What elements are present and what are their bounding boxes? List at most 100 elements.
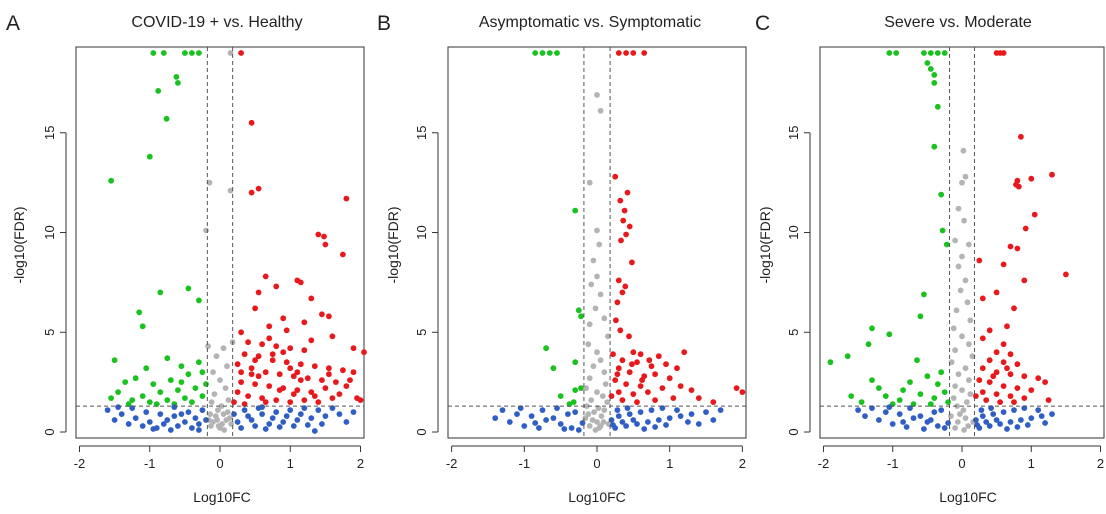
x-tick-label: -2 (74, 456, 86, 471)
data-point-ns_fc (1024, 422, 1031, 428)
y-tick-label: 10 (42, 225, 57, 239)
data-point-up (612, 377, 619, 383)
data-point-up (695, 395, 702, 401)
data-point-ns (597, 357, 604, 364)
data-point-up (610, 351, 616, 358)
data-point-ns_fc (248, 417, 255, 423)
data-point-ns_fc (876, 417, 882, 423)
data-point-up (276, 387, 283, 393)
data-point-down (844, 353, 851, 360)
data-point-ns_fc (934, 423, 941, 429)
data-point-ns (597, 291, 604, 298)
y-tick-label: 5 (786, 329, 801, 336)
data-point-ns (967, 317, 974, 324)
data-point-up (266, 323, 273, 330)
data-point-ns_fc (703, 409, 709, 415)
panel-a: A COVID-19 + vs. Healthy -log10(FDR) Log… (6, 12, 367, 505)
data-point-ns_fc (143, 409, 150, 415)
data-point-ns (594, 92, 600, 98)
data-point-ns (586, 321, 593, 328)
data-point-up (252, 305, 258, 312)
data-point-ns_fc (910, 415, 917, 421)
data-point-up (304, 375, 311, 382)
data-point-ns (225, 397, 232, 403)
data-point-up (997, 399, 1003, 405)
data-point-ns_fc (550, 415, 557, 421)
data-point-ns_fc (269, 415, 276, 421)
data-point-ns (206, 179, 213, 186)
data-point-up (645, 389, 651, 395)
data-point-down (196, 297, 202, 304)
data-point-ns (966, 241, 972, 248)
data-point-down (150, 381, 157, 387)
data-point-ns (594, 419, 600, 425)
data-point-up (976, 257, 983, 264)
data-point-ns_fc (973, 417, 979, 423)
x-tick-label: -2 (446, 456, 458, 471)
data-point-up (1018, 133, 1024, 140)
data-point-ns_fc (695, 421, 702, 427)
data-point-ns_fc (862, 413, 868, 419)
data-point-ns_fc (997, 421, 1003, 427)
data-point-ns_fc (192, 415, 199, 421)
data-point-down (907, 379, 913, 385)
data-point-ns (597, 423, 604, 429)
data-point-up (273, 397, 280, 403)
data-point-up (290, 373, 297, 380)
data-point-up (350, 369, 357, 376)
data-point-ns_fc (674, 407, 680, 413)
data-point-up (273, 283, 280, 290)
x-axis-label: Log10FC (568, 489, 626, 505)
data-point-down (550, 365, 557, 372)
data-point-up (615, 50, 622, 56)
data-point-down (139, 323, 146, 330)
data-point-down (125, 401, 132, 407)
panel-letter: B (377, 12, 391, 35)
data-point-up (1014, 361, 1021, 368)
x-tick-label: 1 (1028, 456, 1035, 471)
data-point-up (618, 237, 624, 244)
data-point-ns (205, 343, 212, 350)
data-point-down (532, 50, 539, 56)
data-point-ns (594, 227, 600, 234)
data-point-up (280, 349, 287, 356)
data-point-ns_fc (171, 404, 178, 410)
data-point-up (287, 399, 294, 405)
data-point-up (670, 395, 677, 401)
data-point-ns (961, 217, 967, 224)
data-point-ns_fc (869, 405, 875, 411)
data-point-up (297, 377, 304, 383)
data-point-ns_fc (568, 425, 575, 431)
data-point-ns_fc (196, 427, 202, 433)
data-point-ns (215, 407, 221, 413)
data-point-down (934, 50, 941, 56)
data-point-down (132, 375, 139, 382)
data-point-up (986, 357, 993, 364)
data-point-down (185, 285, 192, 292)
data-point-up (311, 393, 318, 399)
data-point-ns_fc (561, 426, 568, 432)
data-point-ns_fc (938, 407, 945, 413)
data-point-down (196, 359, 202, 366)
y-tick-label: 10 (414, 225, 429, 239)
data-point-ns (214, 417, 221, 423)
data-point-down (157, 289, 164, 296)
data-point-down (938, 191, 945, 198)
data-point-up (333, 379, 339, 385)
y-tick-label: 5 (42, 329, 57, 336)
data-point-down (178, 363, 185, 370)
data-point-up (652, 371, 658, 378)
data-point-down (572, 207, 579, 214)
data-point-ns (952, 237, 958, 244)
data-point-ns (962, 415, 969, 421)
data-point-down (858, 399, 865, 405)
data-point-up (617, 197, 624, 204)
data-point-ns (950, 395, 957, 401)
data-point-ns (954, 419, 961, 425)
data-point-ns (594, 349, 600, 356)
data-point-down (182, 395, 188, 401)
plot-frame (75, 46, 365, 439)
data-point-ns_fc (634, 421, 640, 427)
data-point-ns_fc (554, 405, 560, 411)
data-point-up (297, 361, 304, 368)
